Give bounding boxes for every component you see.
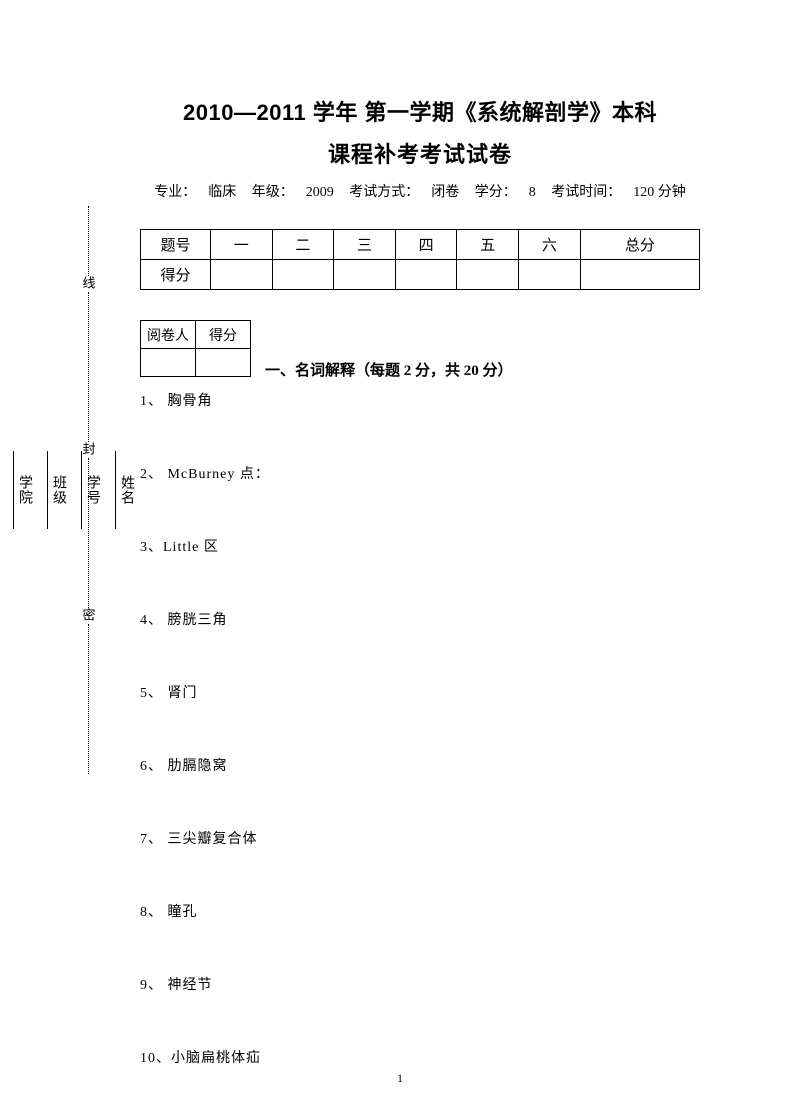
grade-value: 2009 (306, 185, 334, 200)
score-cell (519, 260, 581, 290)
dotted-seg (88, 206, 89, 276)
grader-label: 阅卷人 (141, 321, 196, 349)
question-item: 6、 肋膈隐窝 (140, 755, 710, 775)
exam-title-line2: 课程补考考试试卷 (130, 137, 710, 169)
col-header: 五 (457, 230, 519, 260)
method-label: 考试方式： (349, 185, 419, 200)
col-header: 总分 (580, 230, 699, 260)
page-number: 1 (397, 1071, 403, 1086)
class-label: 班级 (48, 475, 68, 505)
name-blank (102, 451, 116, 529)
time-value: 120 分钟 (633, 185, 686, 200)
header-label: 题号 (141, 230, 211, 260)
credit-value: 8 (529, 185, 536, 200)
main-content: 2010—2011 学年 第一学期《系统解剖学》本科 课程补考考试试卷 专业： 临… (130, 95, 710, 1120)
dotted-seg (88, 458, 89, 608)
seal-char-1: 密 (79, 608, 98, 624)
col-header: 六 (519, 230, 581, 260)
score-cell (395, 260, 457, 290)
dotted-seg (88, 624, 89, 774)
major-label: 专业： (154, 185, 196, 200)
table-row: 阅卷人 得分 (141, 321, 251, 349)
question-item: 5、 肾门 (140, 682, 710, 702)
table-row: 得分 (141, 260, 700, 290)
grader-table: 阅卷人 得分 (140, 320, 251, 377)
dotted-seg (88, 292, 89, 442)
score-table: 题号 一 二 三 四 五 六 总分 得分 (140, 229, 700, 290)
sidebar-student-info: 姓名 学号 班级 学院 长江大学试卷 (48, 105, 68, 875)
exam-page: 姓名 学号 班级 学院 长江大学试卷 线 封 密 2010—2011 学年 第一… (0, 0, 800, 1108)
section-1-title: 一、名词解释（每题 2 分，共 20 分） (265, 359, 710, 380)
col-header: 四 (395, 230, 457, 260)
question-item: 7、 三尖瓣复合体 (140, 828, 710, 848)
question-item: 4、 膀胱三角 (140, 609, 710, 629)
time-label: 考试时间： (551, 185, 621, 200)
credit-label: 学分： (475, 185, 517, 200)
question-item: 2、 McBurney 点： (140, 463, 710, 483)
col-header: 二 (272, 230, 334, 260)
score-label: 得分 (141, 260, 211, 290)
question-item: 8、 瞳孔 (140, 901, 710, 921)
class-blank (34, 451, 48, 529)
question-item: 10、小脑扁桃体疝 (140, 1047, 710, 1067)
seal-char-2: 封 (79, 442, 98, 458)
sidebar-seal-line: 线 封 密 (78, 105, 98, 875)
major-value: 临床 (208, 185, 236, 200)
grader-score-label: 得分 (196, 321, 251, 349)
grader-cell (196, 349, 251, 377)
exam-info-line: 专业： 临床 年级： 2009 考试方式： 闭卷 学分： 8 考试时间： 120 分钟 (130, 181, 710, 201)
score-cell (457, 260, 519, 290)
col-header: 三 (334, 230, 396, 260)
score-cell (272, 260, 334, 290)
question-item: 3、Little 区 (140, 536, 710, 556)
question-item: 9、 神经节 (140, 974, 710, 994)
score-cell (580, 260, 699, 290)
col-header: 一 (211, 230, 273, 260)
question-item: 1、 胸骨角 (140, 390, 710, 410)
table-row: 题号 一 二 三 四 五 六 总分 (141, 230, 700, 260)
college-blank (0, 451, 14, 529)
score-cell (334, 260, 396, 290)
college-label: 学院 (14, 475, 34, 505)
grader-cell (141, 349, 196, 377)
questions-list: 1、 胸骨角 2、 McBurney 点： 3、Little 区 4、 膀胱三角… (140, 390, 710, 1067)
table-row (141, 349, 251, 377)
seal-char-3: 线 (79, 276, 98, 292)
grade-label: 年级： (252, 185, 294, 200)
exam-title-line1: 2010—2011 学年 第一学期《系统解剖学》本科 (130, 95, 710, 127)
score-cell (211, 260, 273, 290)
method-value: 闭卷 (431, 185, 459, 200)
